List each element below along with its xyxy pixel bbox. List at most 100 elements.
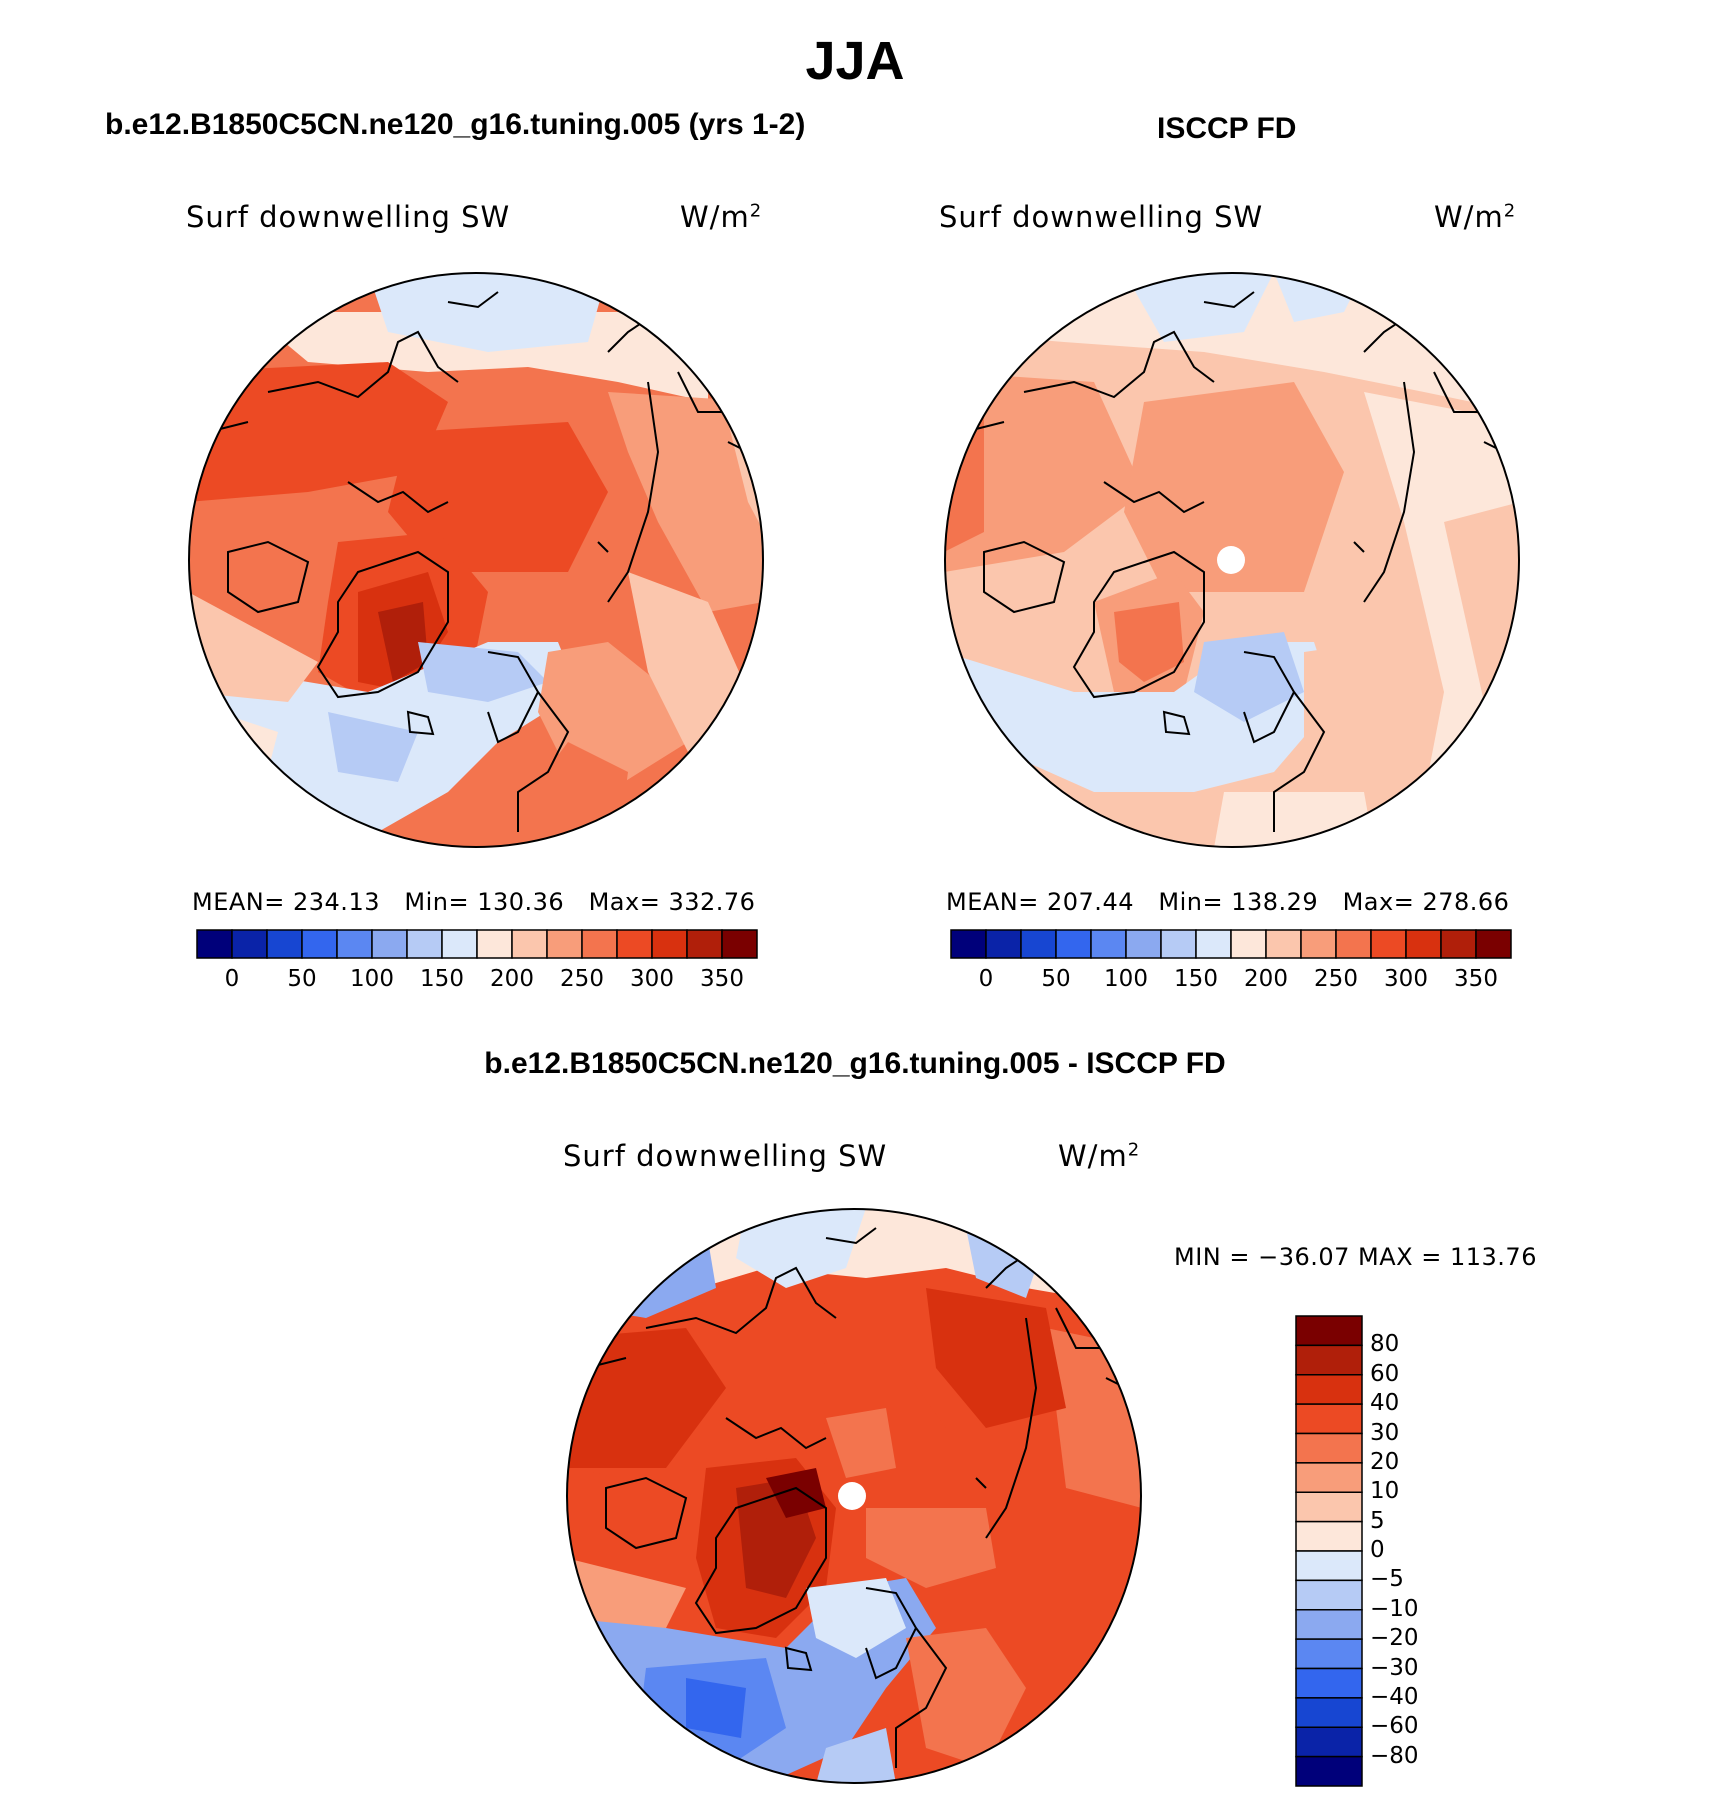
colorbar-swatch	[196, 929, 233, 959]
colorbar-tick-label: 50	[1041, 966, 1071, 992]
colorbar-tick-label: 300	[630, 966, 674, 992]
colorbar-swatch	[1265, 929, 1302, 959]
colorbar-tick-label: 250	[1314, 966, 1358, 992]
panel3-map	[566, 1208, 1142, 1784]
colorbar-swatch	[1055, 929, 1092, 959]
colorbar-tick-label: 150	[420, 966, 464, 992]
colorbar-tick-label: 5	[1370, 1507, 1385, 1534]
colorbar-tick-label: −80	[1370, 1742, 1419, 1769]
colorbar-swatch	[686, 929, 723, 959]
colorbar-swatch	[1295, 1344, 1363, 1376]
panel1-variable-label: Surf downwelling SW	[186, 200, 511, 234]
colorbar-tick-label: 100	[350, 966, 394, 992]
colorbar-swatch	[231, 929, 268, 959]
colorbar-tick-label: −60	[1370, 1713, 1419, 1740]
colorbar-swatch	[511, 929, 548, 959]
panel1-stats: MEAN= 234.13 Min= 130.36 Max= 332.76	[192, 888, 756, 916]
colorbar-tick-label: 0	[978, 966, 994, 992]
colorbar-swatch	[406, 929, 443, 959]
colorbar-tick-label: 150	[1174, 966, 1218, 992]
colorbar-tick-label: 10	[1370, 1478, 1400, 1505]
colorbar-swatch	[721, 929, 758, 959]
panel3-min-max: MIN = −36.07 MAX = 113.76	[1174, 1243, 1537, 1271]
colorbar-swatch	[1295, 1697, 1363, 1728]
colorbar-swatch	[1295, 1432, 1363, 1464]
colorbar-tick-label: −30	[1370, 1654, 1419, 1681]
panel2-mean: 207.44	[1047, 888, 1134, 916]
panel1-mean: 234.13	[293, 888, 380, 916]
colorbar-swatch	[1300, 929, 1337, 959]
panel1-title: b.e12.B1850C5CN.ne120_g16.tuning.005 (yr…	[105, 108, 806, 141]
colorbar-swatch	[1295, 1491, 1363, 1523]
panel3-variable-label: Surf downwelling SW	[563, 1139, 888, 1173]
colorbar-swatch	[1370, 929, 1407, 959]
colorbar-swatch	[1125, 929, 1162, 959]
colorbar-swatch	[950, 929, 987, 959]
panel1-colorbar-ticks: 0 50 100 150 200 250 300 350	[197, 966, 757, 996]
colorbar-swatch	[1295, 1579, 1363, 1611]
colorbar-swatch	[1475, 929, 1512, 959]
colorbar-swatch	[985, 929, 1022, 959]
colorbar-swatch	[581, 929, 618, 959]
panel2-variable-label: Surf downwelling SW	[939, 200, 1264, 234]
colorbar-tick-label: 300	[1384, 966, 1428, 992]
colorbar-swatch	[1335, 929, 1372, 959]
panel2-title: ISCCP FD	[1157, 112, 1297, 145]
colorbar-tick-label: 350	[1454, 966, 1498, 992]
colorbar-swatch	[1295, 1755, 1363, 1787]
panel2-max: 278.66	[1422, 888, 1510, 916]
colorbar-tick-label: 40	[1370, 1390, 1400, 1417]
colorbar-tick-label: −20	[1370, 1625, 1419, 1652]
colorbar-swatch	[1295, 1667, 1363, 1699]
colorbar-swatch	[266, 929, 303, 959]
panel2-min: 138.29	[1231, 888, 1319, 916]
colorbar-tick-label: 350	[700, 966, 744, 992]
colorbar-tick-label: 0	[224, 966, 240, 992]
colorbar-swatch	[1405, 929, 1442, 959]
colorbar-swatch	[1295, 1462, 1363, 1493]
colorbar-swatch	[1295, 1726, 1363, 1758]
colorbar-tick-label: −40	[1370, 1683, 1419, 1710]
panel3-units: W/m2	[1058, 1139, 1141, 1173]
colorbar-swatch	[1295, 1403, 1363, 1435]
colorbar-tick-label: 60	[1370, 1360, 1400, 1387]
panel3-title: b.e12.B1850C5CN.ne120_g16.tuning.005 - I…	[484, 1047, 1226, 1080]
panel2-map	[944, 272, 1520, 848]
colorbar-swatch	[301, 929, 338, 959]
colorbar-swatch	[1230, 929, 1267, 959]
colorbar-tick-label: 100	[1104, 966, 1148, 992]
panel2-units: W/m2	[1434, 200, 1517, 234]
colorbar-tick-label: 20	[1370, 1448, 1400, 1475]
colorbar-tick-label: −5	[1370, 1566, 1404, 1593]
panel1-min: 130.36	[477, 888, 565, 916]
colorbar-swatch	[336, 929, 373, 959]
panel2-colorbar-ticks: 0 50 100 150 200 250 300 350	[951, 966, 1511, 996]
colorbar-tick-label: 250	[560, 966, 604, 992]
panel1-units: W/m2	[680, 200, 763, 234]
colorbar-swatch	[1295, 1520, 1363, 1552]
panel2-colorbar	[950, 929, 1512, 959]
colorbar-swatch	[1090, 929, 1127, 959]
colorbar-swatch	[441, 929, 478, 959]
colorbar-swatch	[546, 929, 583, 959]
colorbar-swatch	[476, 929, 513, 959]
colorbar-swatch	[1440, 929, 1477, 959]
colorbar-swatch	[1295, 1550, 1363, 1582]
panel1-colorbar	[196, 929, 758, 959]
colorbar-swatch	[1295, 1609, 1363, 1640]
panel2-stats: MEAN= 207.44 Min= 138.29 Max= 278.66	[946, 888, 1510, 916]
colorbar-swatch	[1160, 929, 1197, 959]
colorbar-swatch	[371, 929, 408, 959]
colorbar-tick-label: 200	[490, 966, 534, 992]
colorbar-swatch	[651, 929, 688, 959]
panel3-colorbar-ticks: 80 60 40 30 20 10 5 0 −5 −10 −20 −30 −40 −60 −80	[1370, 1316, 1450, 1786]
colorbar-swatch	[1295, 1315, 1363, 1347]
colorbar-swatch	[1295, 1374, 1363, 1405]
panel1-max: 332.76	[668, 888, 756, 916]
panel1-map	[188, 272, 764, 848]
colorbar-tick-label: 0	[1370, 1537, 1385, 1563]
colorbar-tick-label: 200	[1244, 966, 1288, 992]
colorbar-tick-label: 30	[1370, 1419, 1400, 1446]
colorbar-tick-label: 80	[1370, 1331, 1400, 1358]
colorbar-swatch	[1020, 929, 1057, 959]
